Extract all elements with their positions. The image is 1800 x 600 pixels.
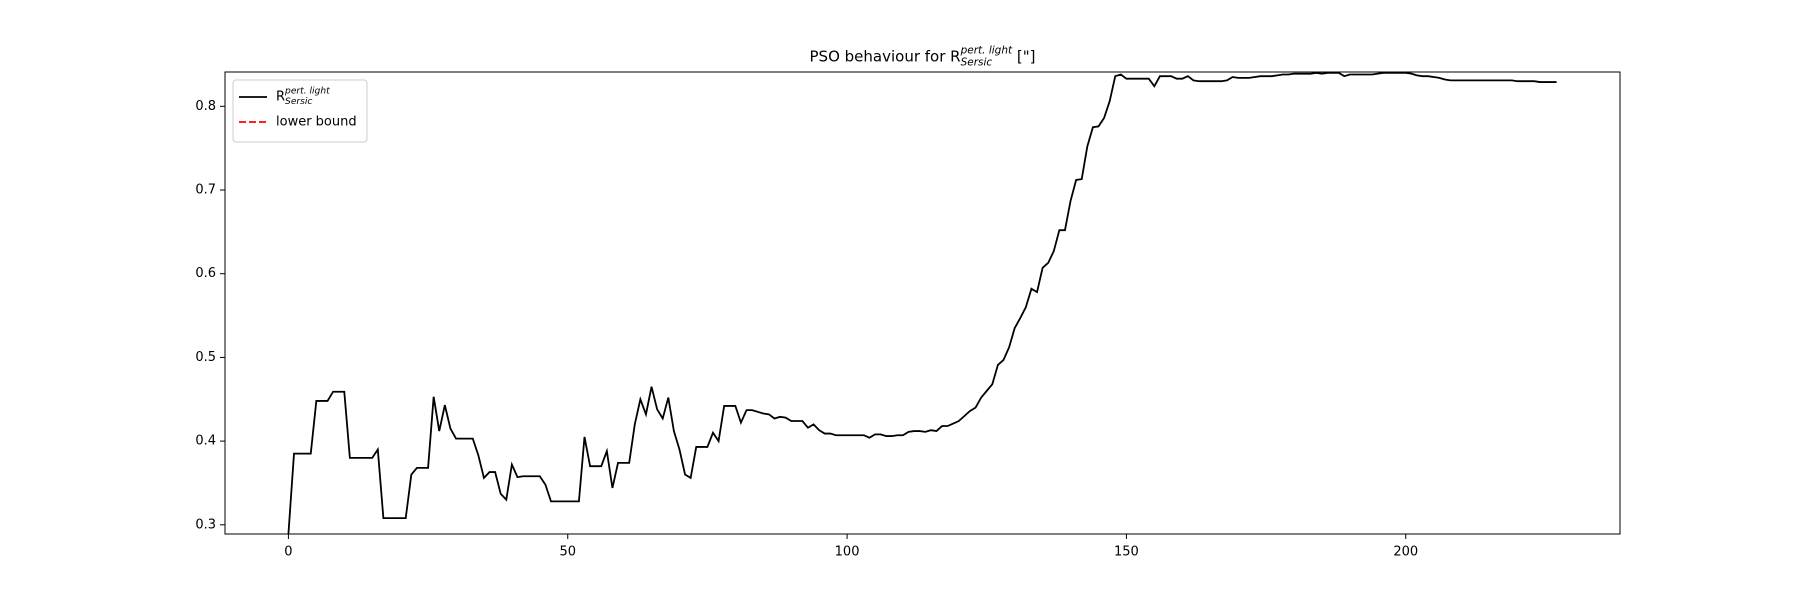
x-tick-label: 50 [559,545,576,560]
chart-title-base: PSO behaviour for R [810,48,961,66]
legend-label-subscript: Sersic [285,97,312,107]
x-tick-label: 150 [1114,545,1139,560]
legend-label-base: R [276,90,285,105]
x-tick-label: 100 [835,545,860,560]
legend-frame [232,79,368,143]
chart-title-subscript: Sersic [961,56,993,68]
y-tick-label: 0.6 [195,266,216,281]
chart-title-superscript: pert. light [960,44,1013,56]
y-tick-label: 0.4 [195,434,216,449]
y-tick-label: 0.7 [195,183,216,198]
data-line [287,72,1557,534]
legend-label: lower bound [276,115,357,130]
y-tick-label: 0.8 [195,99,216,114]
y-tick-label: 0.5 [195,350,216,365]
axes-frame [224,71,1621,535]
y-tick-label: 0.3 [195,517,216,532]
legend-label-superscript: pert. light [284,87,330,97]
chart-title-suffix: ["] [1012,48,1035,66]
x-tick-label: 200 [1393,545,1418,560]
x-tick-label: 0 [284,545,292,560]
